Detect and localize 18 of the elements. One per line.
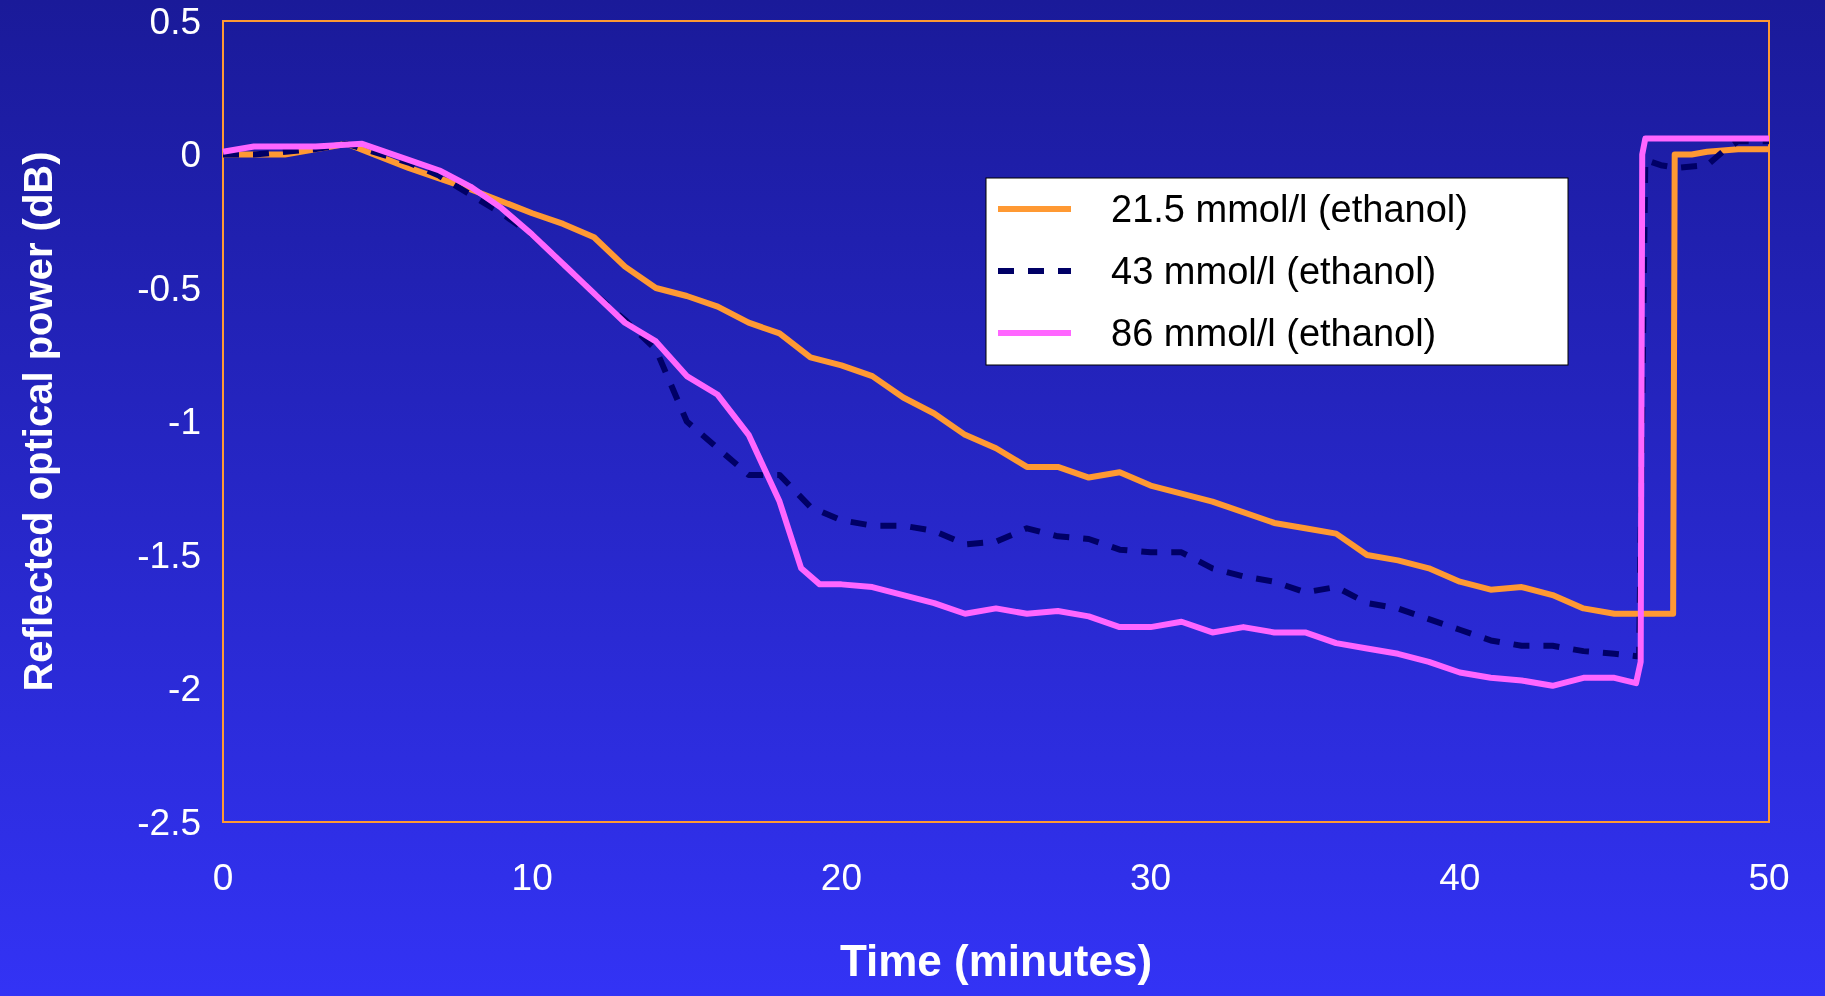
legend-label: 43 mmol/l (ethanol) xyxy=(1111,250,1437,293)
y-axis-title: Reflected optical power (dB) xyxy=(16,151,60,692)
y-tick-label: -0.5 xyxy=(137,267,201,309)
legend-label: 21.5 mmol/l (ethanol) xyxy=(1111,188,1468,231)
y-tick-label: -2.5 xyxy=(137,801,201,843)
y-tick-label: -2 xyxy=(168,668,201,710)
x-axis-title: Time (minutes) xyxy=(839,936,1153,985)
y-tick-label: -1 xyxy=(168,401,201,443)
x-tick-label: 0 xyxy=(212,857,234,898)
x-tick-label: 30 xyxy=(1130,857,1172,898)
x-tick-label: 20 xyxy=(820,857,862,898)
legend-label: 86 mmol/l (ethanol) xyxy=(1111,312,1437,355)
y-tick-label: 0 xyxy=(180,134,201,176)
x-tick-label: 50 xyxy=(1748,857,1790,898)
x-tick-label: 10 xyxy=(511,857,553,898)
y-tick-label: -1.5 xyxy=(137,534,201,576)
y-tick-label: 0.5 xyxy=(149,0,201,42)
x-tick-label: 40 xyxy=(1439,857,1481,898)
